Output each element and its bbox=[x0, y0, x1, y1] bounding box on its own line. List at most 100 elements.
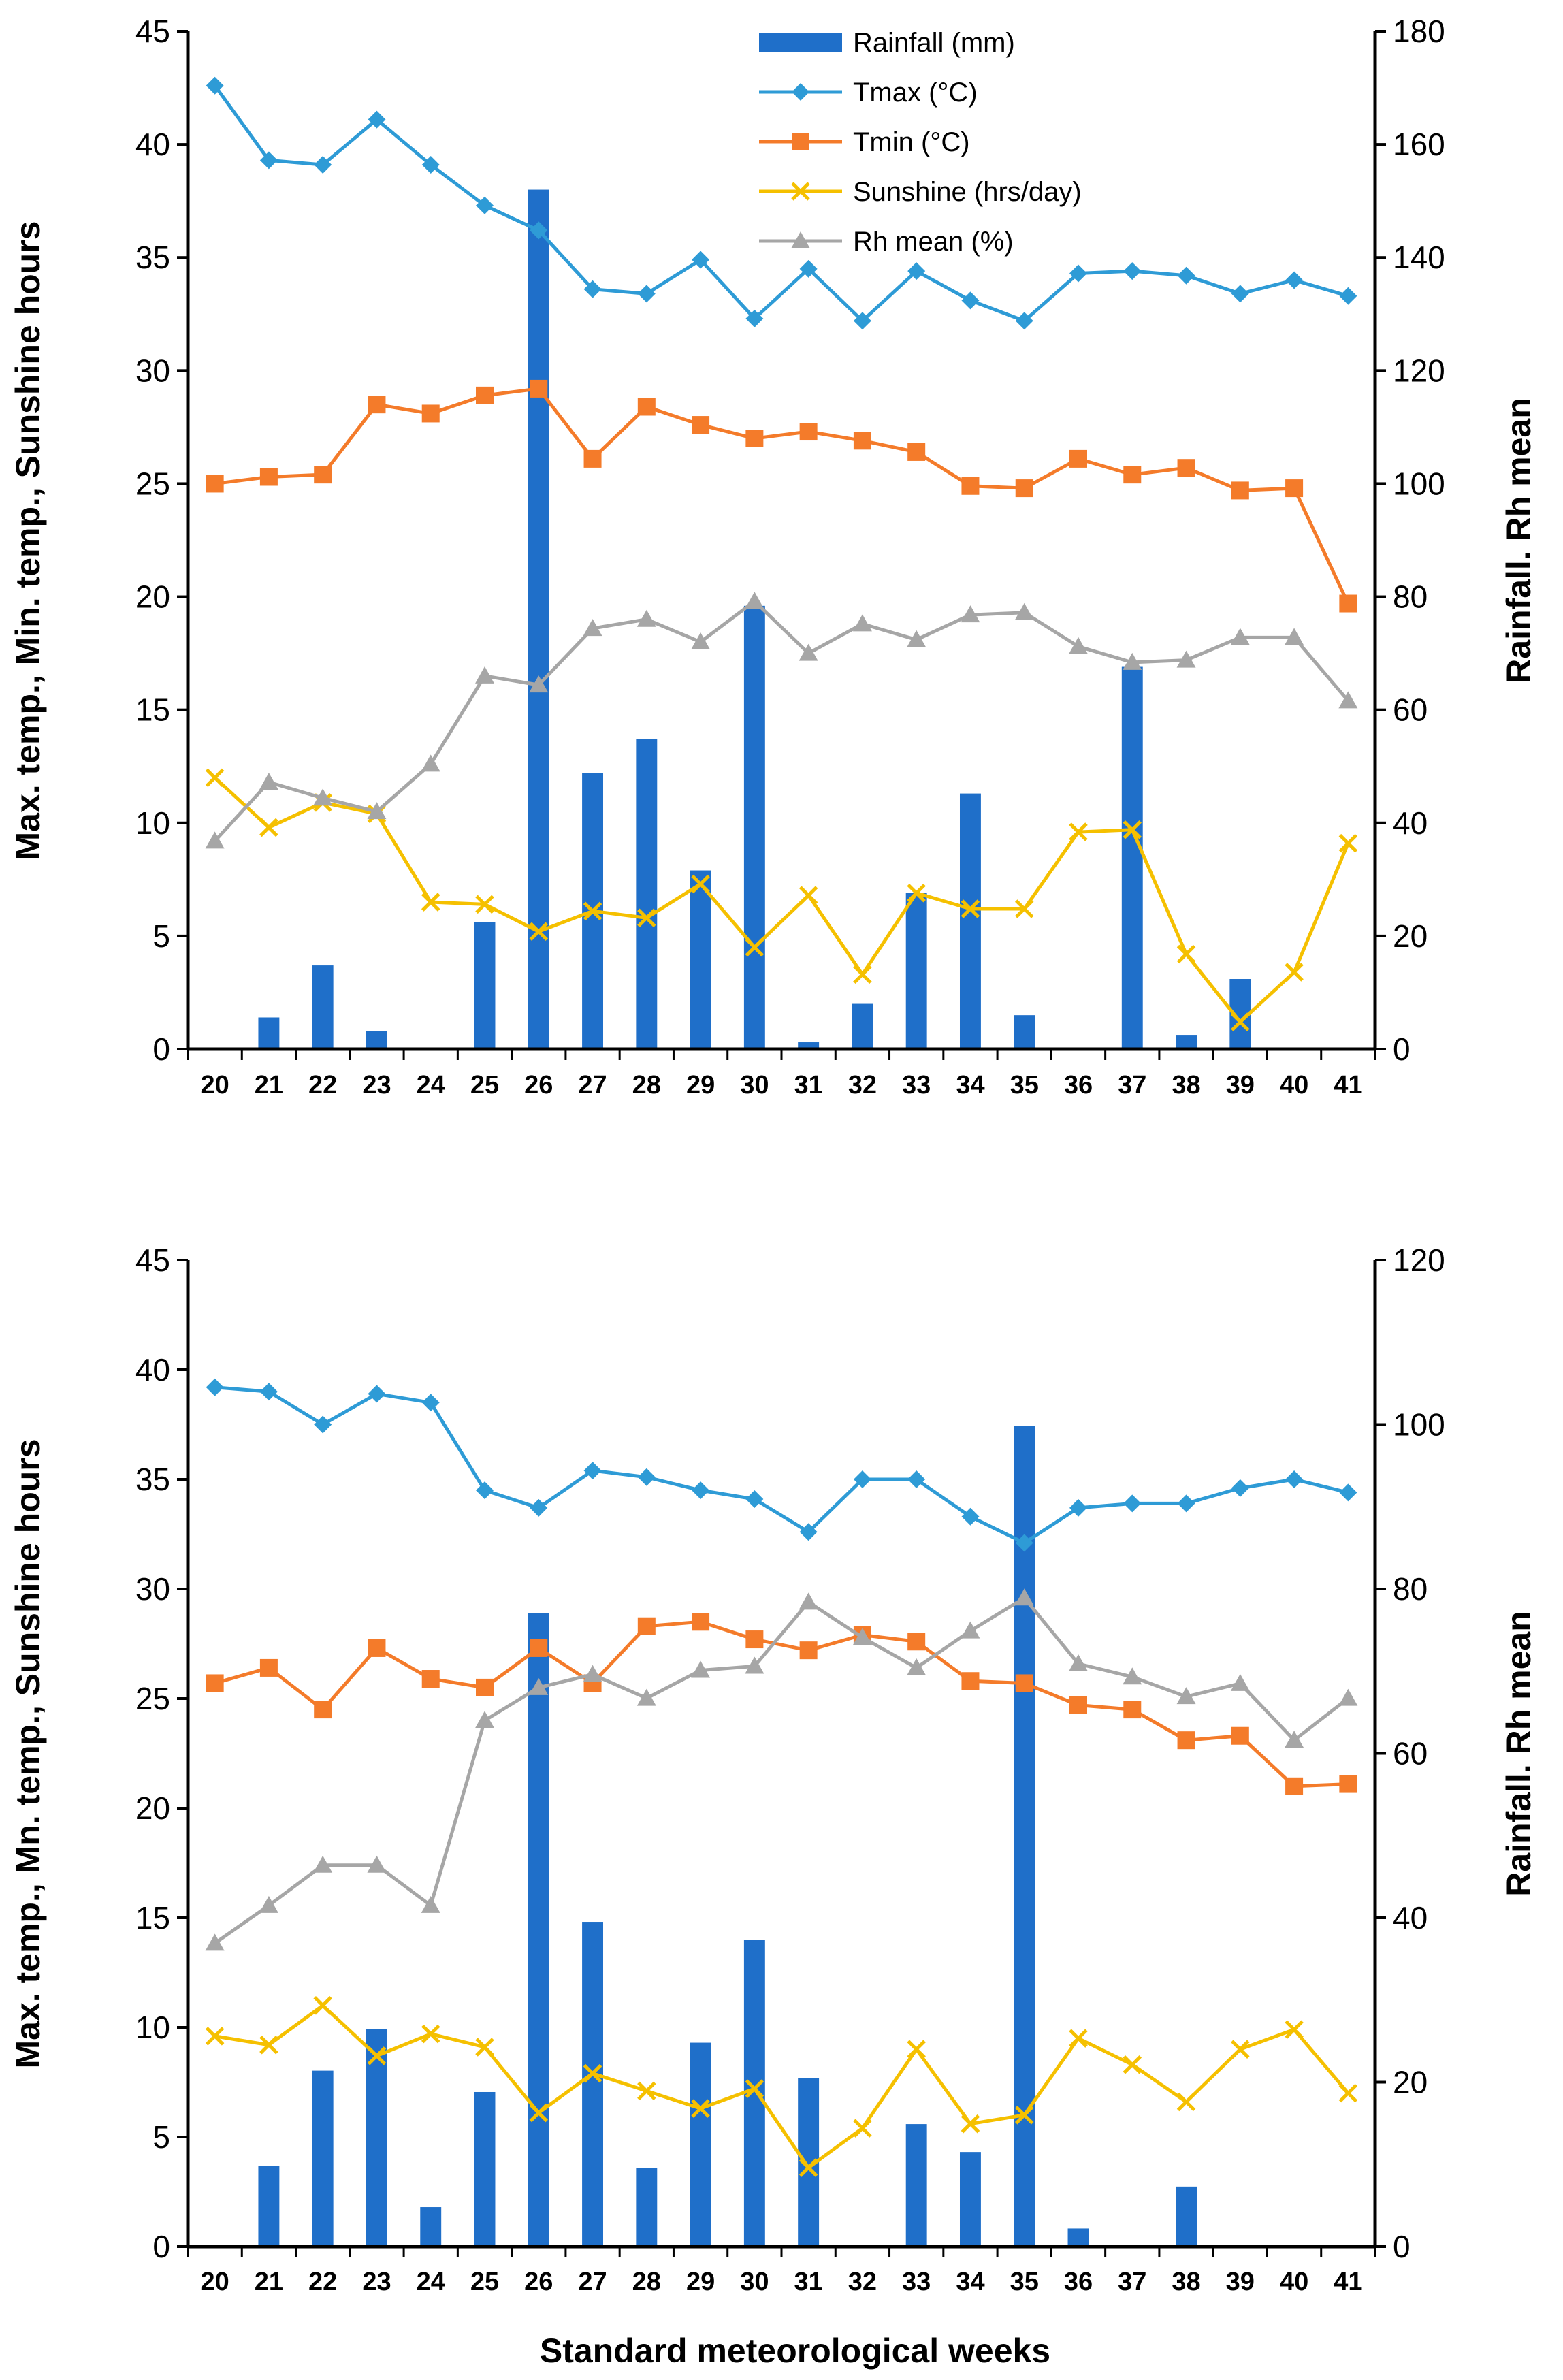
tmax-point bbox=[799, 1523, 818, 1541]
axes: 0 5 10 15 20 25 30 35 40 45 0 20 40 60 80 100 120 140 160 1… bbox=[9, 14, 1538, 1099]
legend: Rainfall (mm) Tmax (°C) Tmin (°C) Sunshine … bbox=[759, 28, 1082, 257]
tmax-point bbox=[1285, 1470, 1304, 1488]
x-tick-label: 31 bbox=[794, 1071, 822, 1099]
tmax-point bbox=[637, 1468, 656, 1486]
x-tick-label: 27 bbox=[578, 2268, 607, 2296]
sunshine-point bbox=[1123, 820, 1142, 839]
left-tick-label: 20 bbox=[135, 579, 170, 615]
x-tick-label: 35 bbox=[1010, 2268, 1039, 2296]
x-tick-label: 37 bbox=[1118, 2268, 1146, 2296]
left-tick-label: 25 bbox=[135, 466, 170, 501]
tmin-point bbox=[583, 449, 602, 468]
right-tick-label: 100 bbox=[1393, 466, 1445, 501]
tmin-point bbox=[907, 443, 926, 461]
rh-point bbox=[1338, 1688, 1358, 1706]
tmin-point bbox=[745, 1630, 764, 1649]
tmin-point bbox=[368, 1639, 386, 1657]
tmax-point bbox=[314, 1415, 332, 1434]
tmin-point bbox=[692, 416, 710, 434]
tmin-point bbox=[421, 404, 440, 423]
rainfall-bar bbox=[474, 2091, 496, 2247]
left-axis-title: Max. temp., Min. temp., Sunshine hours bbox=[9, 221, 47, 861]
tmax-point bbox=[853, 312, 871, 330]
rh-point bbox=[421, 1895, 440, 1913]
sunshine-point bbox=[529, 922, 549, 942]
left-tick-label: 25 bbox=[135, 1681, 170, 1716]
legend-label: Tmin (°C) bbox=[853, 127, 970, 157]
rh-point bbox=[367, 1855, 387, 1873]
legend-label: Rainfall (mm) bbox=[853, 28, 1015, 58]
rh-point bbox=[583, 1665, 602, 1682]
right-tick-label: 60 bbox=[1393, 692, 1428, 728]
tmin-point bbox=[530, 379, 548, 398]
sunshine-point bbox=[799, 2158, 818, 2177]
tmax-point bbox=[259, 1383, 278, 1401]
tmin-point bbox=[206, 1674, 224, 1692]
x-tick-label: 29 bbox=[686, 2268, 715, 2296]
tmax-point bbox=[961, 291, 980, 310]
tmin-point bbox=[314, 466, 332, 484]
left-tick-label: 15 bbox=[135, 1900, 170, 1935]
sunshine-point bbox=[583, 2063, 602, 2083]
rainfall-bar bbox=[798, 1042, 820, 1049]
sunshine-point bbox=[205, 768, 225, 788]
sunshine-point bbox=[1231, 2040, 1250, 2059]
rainfall-bar bbox=[1176, 2186, 1197, 2247]
x-tick-label: 26 bbox=[524, 2268, 553, 2296]
sunshine-point bbox=[799, 886, 818, 905]
tmin-point bbox=[206, 475, 224, 493]
tmax-point bbox=[1123, 1494, 1142, 1513]
rh-point bbox=[691, 1660, 711, 1678]
sunshine-point bbox=[205, 2027, 225, 2046]
rh-point bbox=[313, 1855, 333, 1873]
tmin-point bbox=[530, 1639, 548, 1657]
tmin-point bbox=[799, 1641, 818, 1660]
tmin-point bbox=[1123, 466, 1142, 484]
tmax-point bbox=[907, 1470, 926, 1488]
x-tick-label: 35 bbox=[1010, 1071, 1039, 1099]
left-tick-label: 30 bbox=[135, 353, 170, 388]
tmax-series bbox=[206, 1378, 1357, 1552]
tmin-point bbox=[1231, 481, 1249, 500]
sunshine-point bbox=[853, 965, 872, 984]
x-tick-label: 22 bbox=[308, 2268, 337, 2296]
rainfall-bar bbox=[690, 2042, 711, 2247]
sunshine-point bbox=[421, 892, 440, 912]
x-tick-label: 30 bbox=[740, 1071, 769, 1099]
sunshine-point bbox=[259, 2035, 278, 2055]
tmin-point bbox=[421, 1670, 440, 1688]
rh-point bbox=[907, 1658, 926, 1675]
tmax-point bbox=[583, 280, 602, 298]
tmax-point bbox=[259, 151, 278, 170]
rainfall-bar bbox=[959, 793, 981, 1049]
bottom-panel: 0 5 10 15 20 25 30 35 40 45 0 20 40 60 80 100 120 20 21 22 2… bbox=[9, 1242, 1538, 2296]
tmin-point bbox=[1285, 479, 1304, 498]
sunshine-point bbox=[1176, 944, 1196, 964]
tmin-line bbox=[214, 387, 1350, 605]
rh-point bbox=[1123, 652, 1142, 670]
rh-point bbox=[475, 1711, 494, 1728]
rainfall-bar bbox=[1067, 2228, 1089, 2247]
left-tick-label: 35 bbox=[135, 240, 170, 275]
tmax-point bbox=[1231, 1479, 1249, 1497]
left-axis-title: Max. temp., Mn. temp., Sunshine hours bbox=[9, 1438, 47, 2068]
tmin-point bbox=[745, 430, 764, 447]
left-tick-label: 10 bbox=[135, 2010, 170, 2045]
left-tick-label: 5 bbox=[152, 918, 170, 954]
tmax-point bbox=[961, 1507, 980, 1526]
sunshine-point bbox=[961, 899, 980, 918]
left-tick-label: 10 bbox=[135, 805, 170, 841]
tmin-point bbox=[1177, 1731, 1195, 1750]
legend-marker bbox=[791, 182, 810, 201]
tmax-line bbox=[213, 84, 1349, 323]
sunshine-point bbox=[1231, 1012, 1250, 1031]
rh-point bbox=[1014, 602, 1034, 620]
right-tick-label: 20 bbox=[1393, 2065, 1428, 2100]
x-tick-label: 38 bbox=[1172, 1071, 1200, 1099]
tmax-point bbox=[1177, 1494, 1195, 1513]
rh-point bbox=[799, 643, 818, 661]
tmax-point bbox=[745, 309, 764, 327]
x-tick-label: 30 bbox=[740, 2268, 769, 2296]
legend-label: Rh mean (%) bbox=[853, 227, 1014, 257]
